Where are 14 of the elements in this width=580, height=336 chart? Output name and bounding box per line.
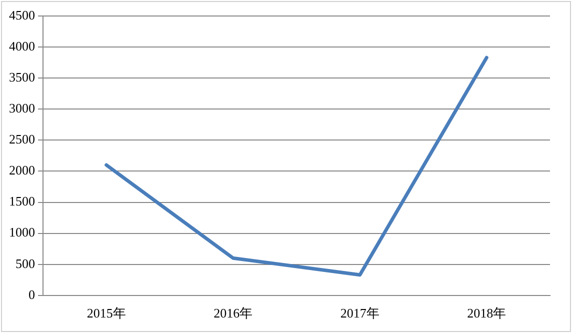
y-tick-label: 1500 — [9, 194, 35, 209]
y-tick-label: 2000 — [9, 162, 35, 178]
y-tick-label: 4000 — [9, 38, 35, 54]
y-tick-label: 2500 — [9, 132, 35, 147]
y-tick-label: 3500 — [9, 70, 35, 85]
y-tick-label: 4500 — [9, 7, 35, 22]
x-tick-label: 2017年 — [340, 306, 380, 321]
y-tick-label: 0 — [28, 286, 35, 302]
y-tick-label: 3000 — [9, 100, 35, 116]
y-tick-label: 1000 — [9, 224, 35, 240]
y-tick-label: 500 — [16, 256, 35, 271]
x-tick-label: 2018年 — [467, 306, 506, 321]
x-tick-label: 2015年 — [86, 306, 126, 321]
x-tick-label: 2016年 — [214, 306, 253, 321]
